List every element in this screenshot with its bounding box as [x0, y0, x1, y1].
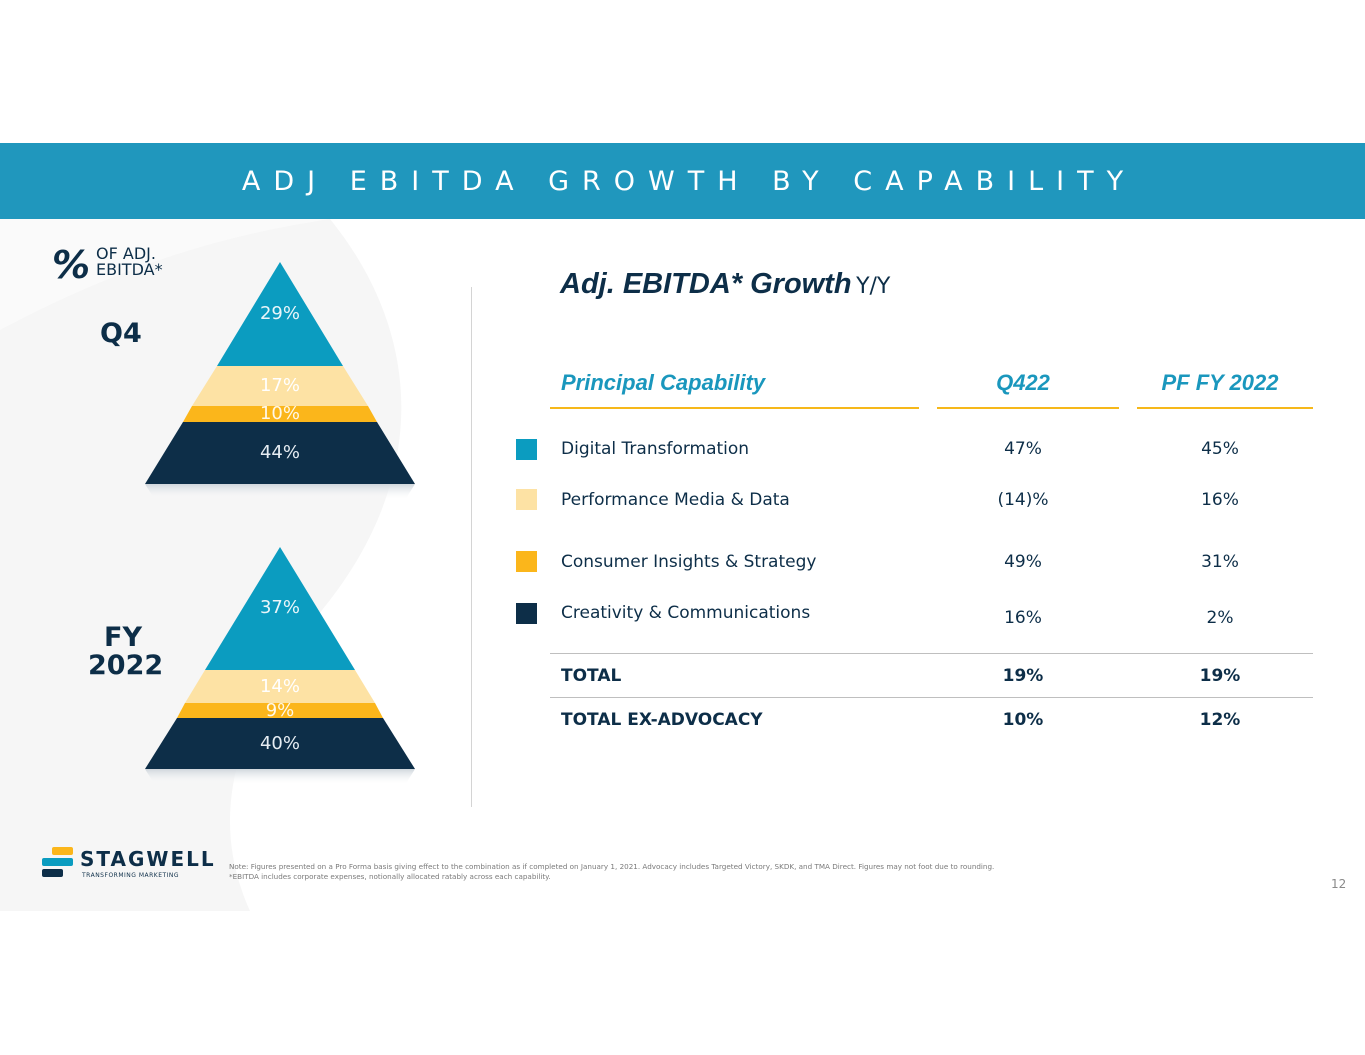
fy-label-line1: FY	[104, 622, 142, 653]
q4-slice-creativity-label: 44%	[259, 442, 300, 463]
total-fy: 19%	[1199, 666, 1241, 686]
row-label-digital: Digital Transformation	[561, 439, 750, 459]
q4-slice-insights-label: 10%	[259, 403, 300, 424]
fy-slice-performance	[185, 670, 375, 703]
fy-slice-digital-label: 37%	[259, 597, 300, 618]
q4-slice-digital-label: 29%	[259, 303, 300, 324]
percent-label: OF ADJ. EBITDA*	[96, 246, 163, 278]
header-rule-capability	[550, 407, 919, 409]
fy-label: FY 2022	[88, 622, 164, 681]
total-rule	[550, 653, 1313, 654]
q4-pyramid: 29% 17% 10% 44%	[140, 262, 420, 502]
logo-tagline: TRANSFORMING MARKETING	[82, 872, 180, 879]
row-creativity-fy: 2%	[1206, 608, 1234, 628]
page-number: 12	[1331, 877, 1347, 891]
fy-pyramid-shadow	[145, 769, 415, 785]
row-digital-q4: 47%	[1004, 439, 1042, 459]
total-ex-fy: 12%	[1199, 710, 1241, 730]
fy-slice-creativity-label: 40%	[259, 733, 300, 754]
header-fy: PF FY 2022	[1161, 370, 1279, 395]
fy-pyramid: 37% 14% 9% 40%	[140, 547, 420, 787]
percent-label-line2: EBITDA*	[96, 260, 163, 279]
fy-slice-insights	[177, 703, 383, 718]
row-label-creativity: Creativity & Communications	[561, 603, 811, 623]
q4-pyramid-shadow	[145, 484, 415, 500]
row-label-performance: Performance Media & Data	[561, 490, 790, 510]
total-ex-rule	[550, 697, 1313, 698]
total-q4: 19%	[1002, 666, 1044, 686]
title-banner: ADJ EBITDA GROWTH BY CAPABILITY	[0, 143, 1365, 219]
fy-slice-creativity	[145, 718, 415, 769]
q4-slice-creativity	[145, 422, 415, 484]
q4-slice-digital	[217, 262, 343, 366]
fy-label-line2: 2022	[88, 650, 164, 681]
legend-swatch-creativity	[516, 603, 537, 624]
q4-slice-performance-label: 17%	[259, 375, 300, 396]
page-title: ADJ EBITDA GROWTH BY CAPABILITY	[241, 165, 1137, 197]
legend-swatch-insights	[516, 551, 537, 572]
header-rule-q4	[937, 407, 1119, 409]
row-creativity-q4: 16%	[1004, 608, 1042, 628]
legend-swatch-performance	[516, 489, 537, 510]
vertical-divider	[471, 287, 472, 807]
legend-swatch-digital	[516, 439, 537, 460]
logo-name: STAGWELL	[80, 847, 216, 871]
total-label: TOTAL	[561, 666, 622, 686]
row-performance-fy: 16%	[1201, 490, 1239, 510]
q4-slice-insights	[183, 406, 377, 422]
footnote-line2: *EBITDA includes corporate expenses, not…	[229, 871, 551, 881]
header-rule-fy	[1137, 407, 1313, 409]
stagwell-logo: STAGWELL TRANSFORMING MARKETING	[40, 846, 214, 885]
q4-slice-performance	[192, 366, 368, 406]
row-digital-fy: 45%	[1201, 439, 1239, 459]
header-q4: Q422	[996, 370, 1050, 395]
row-label-insights: Consumer Insights & Strategy	[561, 552, 817, 572]
growth-title-main: Adj. EBITDA* Growth	[560, 268, 852, 300]
row-insights-fy: 31%	[1201, 552, 1239, 572]
q4-label: Q4	[100, 318, 142, 349]
growth-title: Adj. EBITDA* Growth Y/Y	[560, 268, 890, 301]
percent-label-line1: OF ADJ.	[96, 244, 156, 263]
header-capability: Principal Capability	[561, 370, 766, 395]
growth-title-suffix: Y/Y	[856, 274, 891, 299]
row-insights-q4: 49%	[1004, 552, 1042, 572]
row-performance-q4: (14)%	[997, 490, 1049, 510]
footnote: Note: Figures presented on a Pro Forma b…	[229, 862, 1189, 881]
fy-slice-insights-label: 9%	[265, 700, 295, 721]
stagwell-mark-icon	[42, 847, 73, 877]
fy-slice-performance-label: 14%	[259, 676, 300, 697]
percent-symbol: %	[52, 243, 91, 287]
footnote-line1: Note: Figures presented on a Pro Forma b…	[229, 862, 995, 871]
total-ex-label: TOTAL EX-ADVOCACY	[561, 710, 763, 730]
total-ex-q4: 10%	[1002, 710, 1044, 730]
fy-slice-digital	[205, 547, 355, 670]
